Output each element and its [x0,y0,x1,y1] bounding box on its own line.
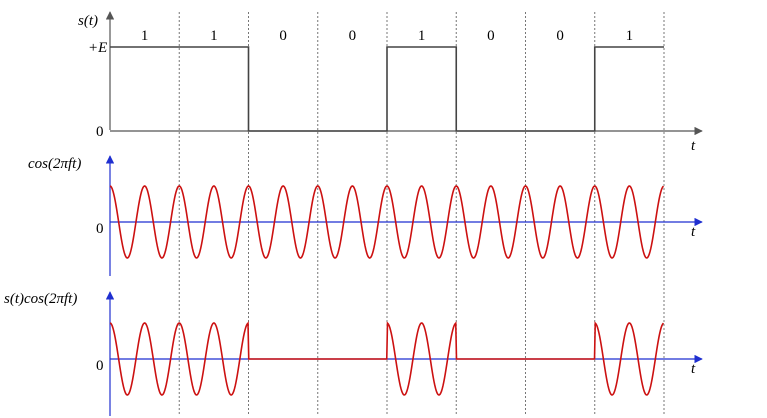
level-label: +E [88,40,107,56]
carrier-ylabel: cos(2πft) [28,156,81,172]
modulated-t-label: t [691,361,696,377]
carrier-wave [109,185,665,259]
bit-label: 1 [141,28,149,44]
modulated-ylabel: s(t)cos(2πft) [4,291,77,307]
modulated-zero-label: 0 [96,358,104,374]
signal-ylabel: s(t) [78,13,98,29]
signal-panel: 1 1 0 0 1 0 0 1 s(t) +E 0 t [78,11,703,154]
bit-label: 0 [349,28,357,44]
bit-label: 1 [626,28,634,44]
modulated-panel: s(t)cos(2πft) 0 t [4,291,703,416]
bit-label: 1 [210,28,218,44]
bit-label: 0 [487,28,495,44]
bit-label: 0 [279,28,287,44]
bit-labels: 1 1 0 0 1 0 0 1 [141,28,633,44]
carrier-t-label: t [691,224,696,240]
carrier-panel: cos(2πft) 0 t [28,155,703,276]
signal-zero-label: 0 [96,124,104,140]
bit-dividers [178,12,665,416]
bit-label: 0 [556,28,564,44]
bit-label: 1 [418,28,426,44]
square-wave [110,46,664,132]
modulated-wave [109,321,665,396]
signal-t-label: t [691,138,696,154]
carrier-zero-label: 0 [96,221,104,237]
